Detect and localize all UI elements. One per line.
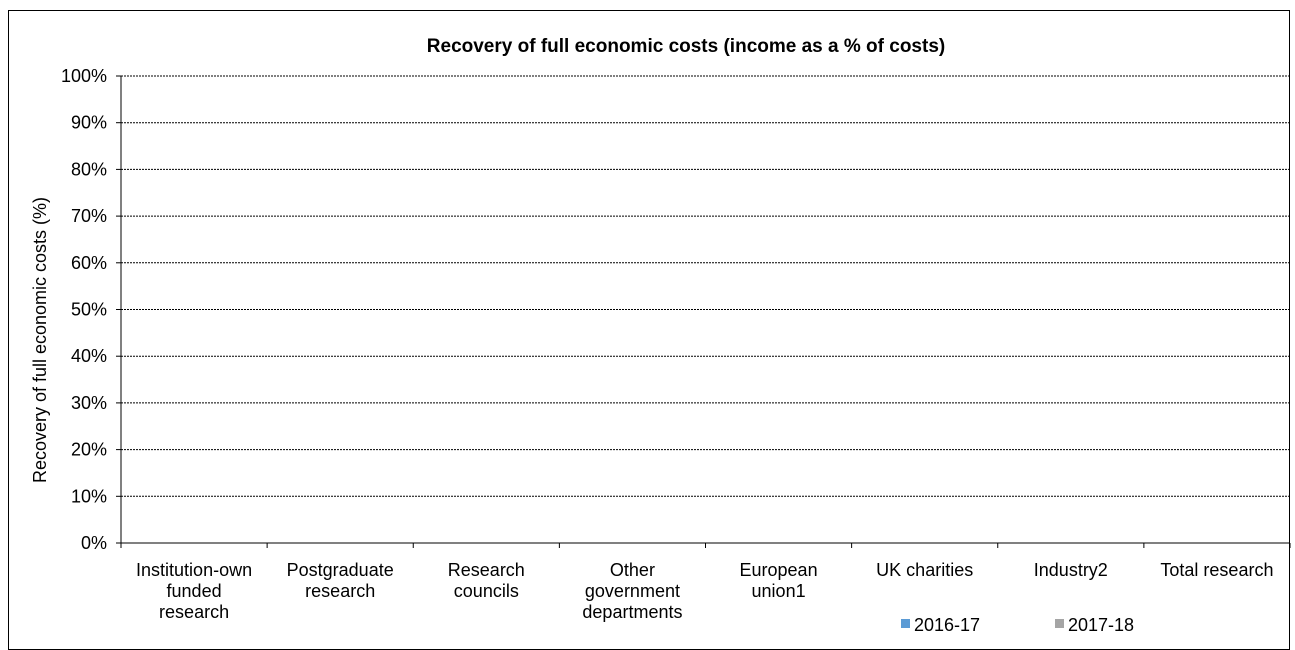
x-tick-label: Industry2 bbox=[1034, 560, 1108, 580]
x-tick-label: UK charities bbox=[876, 560, 973, 580]
y-tick-label: 0% bbox=[81, 533, 107, 553]
chart-title: Recovery of full economic costs (income … bbox=[427, 36, 945, 57]
legend-label: 2016-17 bbox=[914, 615, 980, 635]
y-tick-label: 50% bbox=[71, 300, 107, 320]
x-tick-marks bbox=[120, 543, 1291, 548]
y-tick-labels: 0% 10% 20% 30% 40% 50% 60% 70% 80% 90% 100% bbox=[61, 66, 121, 553]
legend: 2016-17 2017-18 bbox=[901, 615, 1134, 635]
x-tick-label: Research councils bbox=[448, 560, 525, 601]
legend-swatch bbox=[1055, 619, 1064, 628]
legend-swatch bbox=[901, 619, 910, 628]
y-tick-label: 70% bbox=[71, 206, 107, 226]
y-tick-label: 40% bbox=[71, 346, 107, 366]
y-tick-label: 90% bbox=[71, 113, 107, 133]
y-tick-label: 100% bbox=[61, 66, 107, 86]
gridlines bbox=[121, 75, 1290, 497]
x-tick-label: Postgraduate research bbox=[287, 560, 394, 601]
y-axis-label: Recovery of full economic costs (%) bbox=[30, 197, 50, 483]
legend-label: 2017-18 bbox=[1068, 615, 1134, 635]
x-tick-label: Institution-own funded research bbox=[136, 560, 252, 622]
x-tick-labels: Institution-own funded research Postgraduat… bbox=[136, 560, 1273, 622]
y-tick-label: 30% bbox=[71, 393, 107, 413]
y-tick-label: 80% bbox=[71, 159, 107, 179]
x-tick-label: Other government departments bbox=[582, 560, 682, 622]
y-tick-label: 10% bbox=[71, 486, 107, 506]
x-tick-label: Total research bbox=[1160, 560, 1273, 580]
y-tick-label: 60% bbox=[71, 253, 107, 273]
x-tick-label: European union1 bbox=[740, 560, 818, 601]
y-tick-label: 20% bbox=[71, 440, 107, 460]
